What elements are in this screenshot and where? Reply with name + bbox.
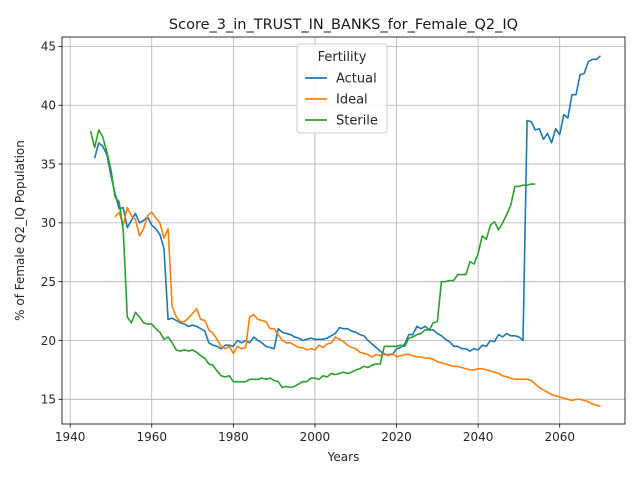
x-axis-label: Years [327, 450, 360, 464]
x-tick-label: 2040 [463, 430, 494, 444]
legend-label-sterile: Sterile [336, 114, 378, 129]
legend-title: Fertility [318, 50, 367, 65]
legend-label-ideal: Ideal [336, 93, 368, 108]
chart-title: Score_3_in_TRUST_IN_BANKS_for_Female_Q2_… [169, 17, 518, 33]
x-tick-label: 1940 [55, 430, 86, 444]
series-line-ideal [114, 206, 601, 408]
legend-box [296, 43, 388, 134]
x-tick-label: 2000 [300, 430, 331, 444]
series-line-actual [93, 55, 602, 356]
x-tick-label: 2060 [544, 430, 575, 444]
x-tick-label: 1980 [218, 430, 249, 444]
y-tick-label: 25 [41, 275, 56, 289]
y-tick-label: 45 [41, 40, 56, 54]
y-tick-label: 20 [41, 334, 56, 348]
y-axis-label: % of Female Q2_IQ Population [13, 140, 27, 321]
legend: Fertility Actual Ideal Sterile [296, 43, 388, 134]
y-tick-label: 40 [41, 99, 56, 113]
y-tick-label: 30 [41, 216, 56, 230]
x-tick-label: 1960 [136, 430, 167, 444]
axis-ticks: 1940 1960 1980 2000 2020 2040 2060 15 20 25 30 35 40… [41, 40, 575, 444]
y-tick-label: 35 [41, 157, 56, 171]
legend-label-actual: Actual [336, 72, 377, 87]
series-layer [89, 55, 602, 408]
x-tick-label: 2020 [381, 430, 412, 444]
plot-frame [61, 36, 626, 425]
y-tick-label: 15 [41, 393, 56, 407]
legend-items: Actual Ideal Sterile [305, 72, 378, 129]
series-line-sterile [89, 129, 536, 389]
